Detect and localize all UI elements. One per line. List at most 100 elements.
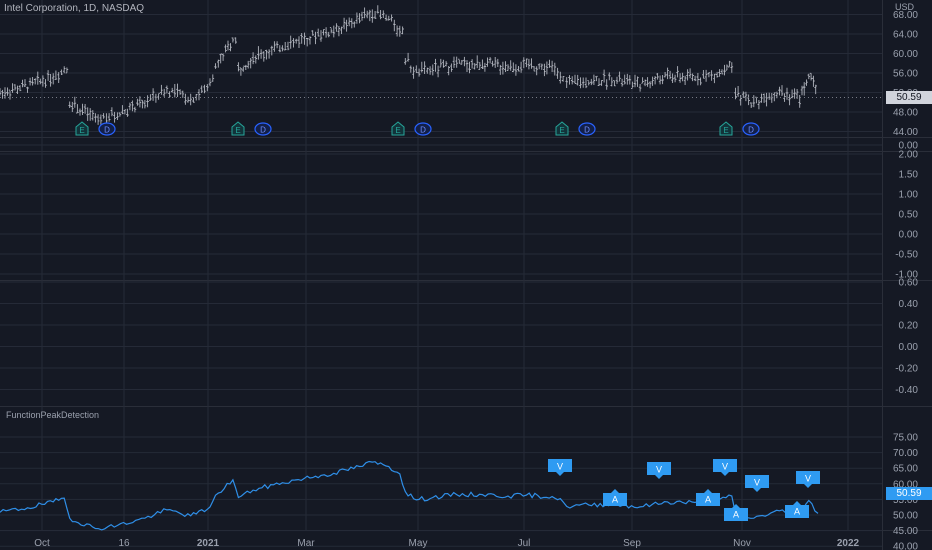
price-bar — [488, 57, 492, 64]
price-bar — [358, 13, 361, 24]
dividend-marker-label: D — [260, 126, 266, 135]
price-bar — [673, 74, 677, 83]
price-tick: 0.20 — [899, 321, 919, 332]
price-bar — [23, 79, 27, 87]
price-bar — [355, 12, 359, 24]
price-bar — [1, 89, 4, 99]
price-tick: 75.00 — [893, 433, 918, 444]
price-bar — [371, 9, 374, 23]
price-bar — [292, 38, 295, 48]
price-bar — [246, 60, 250, 69]
price-bar — [728, 60, 731, 68]
price-bar — [762, 93, 766, 103]
price-bar — [102, 113, 105, 119]
price-bar — [788, 94, 791, 106]
peak-label-text: V — [656, 465, 662, 475]
price-tick: 0.40 — [899, 299, 919, 310]
price-bar — [749, 102, 753, 108]
price-bar — [60, 69, 63, 75]
currency-label: USD — [894, 2, 914, 12]
valley-label — [696, 489, 720, 506]
price-bar — [501, 61, 505, 75]
price-bar — [517, 66, 520, 72]
price-bar — [704, 69, 708, 82]
price-bar — [373, 11, 377, 19]
price-tick: -0.40 — [895, 385, 918, 396]
price-bar — [217, 59, 220, 68]
price-bar — [208, 78, 212, 87]
price-bar — [110, 107, 114, 117]
price-bar — [221, 53, 225, 61]
peak-label — [796, 471, 820, 488]
price-bar — [365, 10, 369, 19]
peak-label-text: V — [805, 474, 811, 484]
price-bar — [335, 23, 338, 32]
price-bar — [747, 94, 750, 106]
price-bar — [165, 85, 169, 94]
price-bar — [376, 5, 380, 14]
price-bar — [752, 95, 756, 108]
price-bar — [757, 100, 761, 110]
price-bar — [211, 74, 215, 82]
price-bar — [308, 36, 312, 45]
price-bar — [324, 27, 328, 38]
price-bar — [157, 92, 160, 100]
price-bar — [666, 67, 669, 80]
price-tick: 64.00 — [893, 30, 918, 41]
price-bar — [314, 31, 317, 45]
price-bar — [46, 70, 50, 81]
price-bar — [363, 7, 366, 19]
price-tick: -0.50 — [895, 250, 918, 261]
price-bar — [417, 68, 421, 77]
price-bar — [620, 78, 624, 87]
peak-label-text: V — [557, 462, 563, 472]
price-bar — [345, 19, 348, 32]
price-bar — [442, 59, 445, 68]
price-bar — [663, 72, 667, 78]
price-bar — [525, 58, 528, 68]
price-bar — [676, 66, 679, 78]
price-bar — [404, 58, 407, 65]
price-bar — [154, 93, 158, 103]
price-bar — [297, 36, 301, 48]
price-bar — [96, 114, 100, 125]
price-bar — [736, 86, 740, 97]
price-bar — [382, 10, 385, 18]
price-bar — [699, 77, 702, 86]
price-bar — [633, 74, 637, 88]
price-bar — [798, 95, 801, 108]
price-bar — [162, 88, 166, 97]
price-bar — [203, 84, 206, 94]
price-bar — [332, 25, 336, 38]
price-bar — [214, 63, 217, 69]
price-bar — [138, 96, 142, 108]
price-bar — [460, 60, 464, 65]
symbol-title[interactable]: Intel Corporation, 1D, NASDAQ — [4, 3, 145, 14]
price-bar — [118, 112, 122, 117]
earnings-marker — [75, 121, 89, 136]
price-bar — [681, 72, 684, 82]
time-label: May — [409, 538, 428, 549]
price-bar — [473, 63, 476, 70]
last-price-label: 50.59 — [886, 91, 932, 104]
price-tick: 55.00 — [893, 495, 918, 506]
price-bar — [522, 57, 526, 69]
price-bar — [76, 104, 79, 114]
indicator-last-value-label: 50.59 — [886, 487, 932, 500]
price-bar — [671, 73, 674, 83]
price-tick: 40.00 — [893, 542, 918, 550]
price-bar — [478, 62, 482, 70]
indicator-title[interactable]: FunctionPeakDetection — [6, 410, 100, 420]
price-tick: -0.20 — [895, 364, 918, 375]
price-bar — [51, 73, 55, 85]
dividend-marker-label: D — [584, 126, 590, 135]
price-bar — [406, 52, 410, 62]
price-bar — [49, 74, 52, 87]
price-bar — [322, 29, 325, 36]
price-bar — [595, 75, 598, 82]
price-bar — [715, 71, 719, 78]
price-bar — [337, 26, 341, 37]
